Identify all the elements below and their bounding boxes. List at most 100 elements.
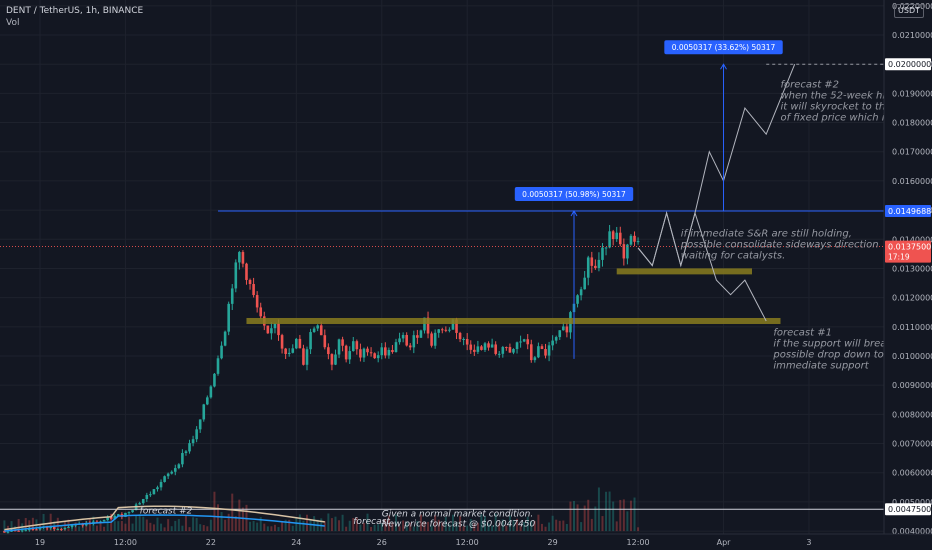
candle-body bbox=[384, 347, 387, 356]
volume-bar bbox=[605, 491, 608, 532]
volume-bar bbox=[206, 526, 209, 532]
candle-body bbox=[512, 349, 515, 353]
candle-body bbox=[529, 344, 533, 361]
volume-bar bbox=[288, 519, 291, 532]
candle-body bbox=[437, 329, 441, 333]
volume-bar bbox=[608, 491, 611, 532]
volume-bar bbox=[167, 519, 170, 532]
volume-bar bbox=[441, 522, 444, 532]
price-tag bbox=[885, 205, 931, 218]
candle-body bbox=[540, 346, 544, 350]
volume-bar bbox=[391, 522, 394, 532]
candle-body bbox=[487, 343, 490, 348]
volume-bar bbox=[573, 500, 575, 532]
candle-body bbox=[20, 530, 24, 532]
candle-body bbox=[138, 503, 141, 505]
volume-bar bbox=[576, 504, 579, 532]
volume-bar bbox=[505, 525, 508, 532]
grid-lines bbox=[0, 0, 895, 534]
volume-bar bbox=[405, 521, 408, 532]
candle-body bbox=[398, 338, 401, 343]
candle-body bbox=[448, 329, 451, 331]
candle-body bbox=[141, 499, 145, 504]
candle-body bbox=[497, 353, 501, 355]
volume-bar bbox=[291, 525, 294, 532]
measure-label-box bbox=[514, 187, 634, 202]
candle-body bbox=[633, 235, 636, 242]
volume-bar bbox=[480, 514, 483, 532]
volume-bar bbox=[309, 520, 312, 532]
volume-bar bbox=[334, 516, 337, 532]
volume-ma-curve bbox=[4, 514, 325, 532]
volume-bar bbox=[227, 513, 230, 532]
volume-bar bbox=[419, 514, 422, 532]
volume-bar bbox=[469, 519, 472, 532]
candle-body bbox=[576, 295, 579, 304]
volume-bar bbox=[555, 519, 558, 532]
y-tick-label: 0.0210000 bbox=[892, 31, 932, 40]
candle-body bbox=[131, 510, 134, 513]
volume-bar bbox=[501, 519, 504, 532]
volume-bar bbox=[633, 497, 636, 532]
candle-body bbox=[537, 346, 540, 358]
volume-label[interactable]: Vol bbox=[6, 18, 20, 28]
candle-body bbox=[604, 247, 608, 249]
volume-bar bbox=[231, 493, 234, 532]
y-tick-label: 0.0050000 bbox=[892, 498, 932, 507]
candle-body bbox=[494, 344, 497, 354]
volume-bar bbox=[252, 520, 255, 532]
candle-body bbox=[401, 334, 405, 339]
volume-bar bbox=[398, 526, 401, 532]
volume-bar bbox=[540, 523, 543, 532]
volume-bar bbox=[427, 521, 430, 532]
volume-bar bbox=[95, 525, 98, 532]
volume-bar bbox=[88, 518, 91, 532]
annotation-text: New price forecast @ $0.0047450 bbox=[382, 519, 536, 529]
volume-bar bbox=[508, 515, 511, 532]
candle-body bbox=[369, 352, 373, 354]
candle-body bbox=[102, 520, 106, 522]
volume-bar bbox=[281, 521, 284, 532]
candle-body bbox=[145, 494, 149, 500]
volume-bar bbox=[3, 520, 6, 532]
annotation-text: immediate support bbox=[773, 361, 869, 372]
candle-body bbox=[319, 325, 323, 336]
price-tag bbox=[885, 240, 931, 263]
price-tag-label: 0.0047500 bbox=[888, 505, 931, 514]
x-tick-label: 12:00 bbox=[456, 538, 479, 547]
volume-bar bbox=[494, 513, 497, 532]
candle-body bbox=[127, 512, 131, 514]
y-tick-label: 0.0190000 bbox=[892, 89, 932, 98]
volume-bar bbox=[562, 520, 565, 532]
candle-body bbox=[31, 528, 35, 530]
x-tick-label: 19 bbox=[35, 538, 45, 547]
volume-bar bbox=[256, 522, 259, 532]
volume-bar bbox=[120, 520, 123, 532]
price-tag bbox=[885, 503, 931, 516]
candle-body bbox=[216, 358, 220, 374]
volume-bar bbox=[241, 507, 244, 532]
candle-body bbox=[234, 262, 238, 289]
candle-body bbox=[248, 279, 252, 285]
candle-body bbox=[480, 346, 483, 350]
volume-bar bbox=[355, 517, 358, 532]
volume-bar bbox=[199, 524, 202, 532]
candle-body bbox=[166, 473, 170, 477]
candle-body bbox=[533, 357, 537, 361]
volume-bar bbox=[145, 519, 148, 532]
currency-button[interactable]: USDT bbox=[894, 4, 924, 18]
candle-body bbox=[109, 516, 113, 520]
symbol-title[interactable]: DENT / TetherUS, 1h, BINANCE bbox=[6, 6, 144, 16]
candle-body bbox=[626, 244, 629, 259]
candle-body bbox=[149, 494, 152, 496]
volume-bar bbox=[601, 516, 604, 532]
volume-bar bbox=[63, 521, 66, 532]
volume-bar bbox=[42, 513, 45, 532]
candle-body bbox=[351, 341, 355, 352]
candle-body bbox=[159, 481, 163, 488]
candle-body bbox=[522, 339, 526, 342]
candle-body bbox=[554, 337, 558, 341]
forecast-down-path bbox=[637, 211, 767, 322]
candle-body bbox=[611, 231, 615, 240]
volume-bar bbox=[619, 499, 622, 532]
